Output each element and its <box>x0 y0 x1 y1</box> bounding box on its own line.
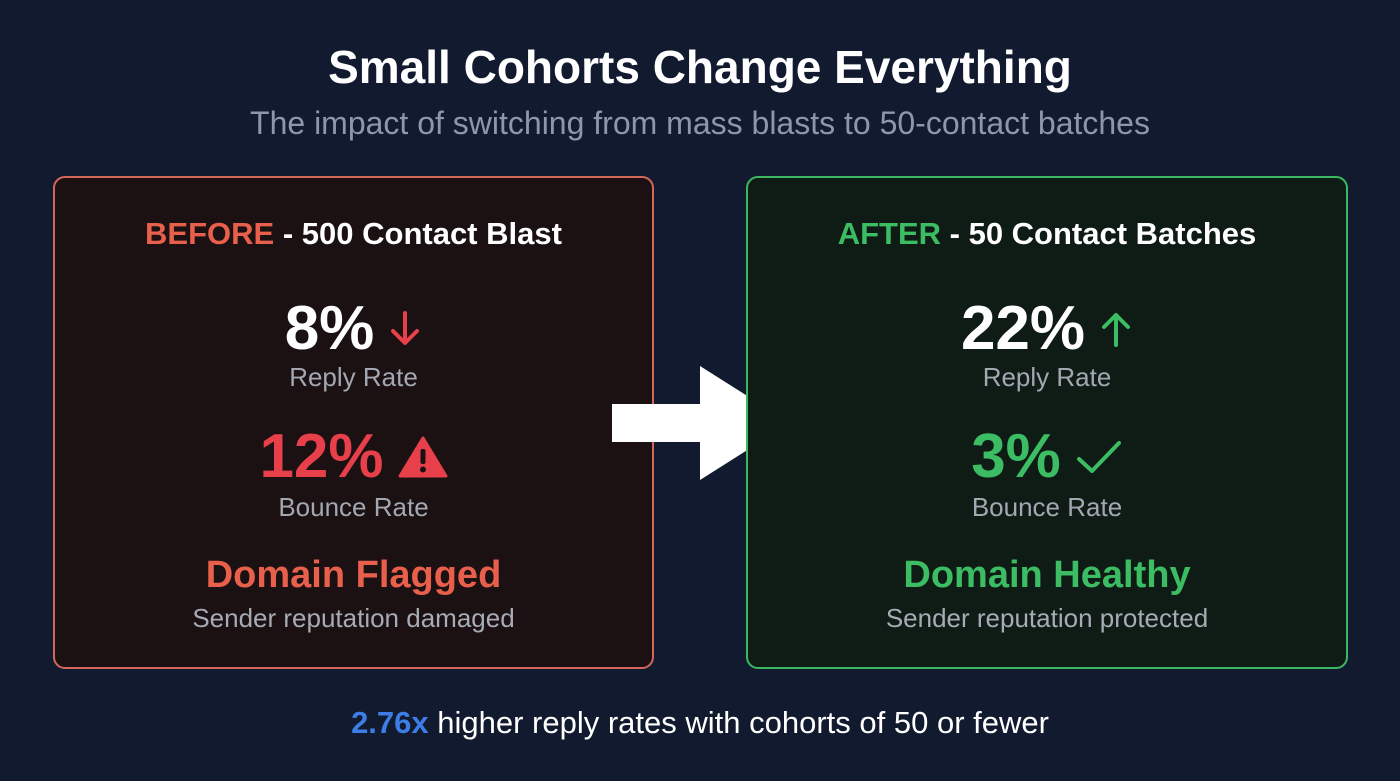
before-bounce-rate-metric: 12% <box>55 426 652 488</box>
before-reply-rate-metric: 8% <box>55 298 652 360</box>
before-bounce-rate-label: Bounce Rate <box>278 492 429 522</box>
after-status: Domain Healthy <box>903 554 1191 596</box>
warning-triangle-icon <box>398 435 448 479</box>
before-heading: BEFORE - 500 Contact Blast <box>55 216 652 252</box>
before-tag: BEFORE <box>145 216 275 251</box>
after-bounce-rate-label: Bounce Rate <box>971 492 1123 522</box>
after-reply-rate-value: 22% <box>960 294 1086 363</box>
footer-summary: 2.76x higher reply rates with cohorts of… <box>0 705 1400 741</box>
after-bounce-rate-value: 3% <box>971 422 1061 491</box>
after-tag: AFTER <box>837 216 942 251</box>
footer-text: higher reply rates with cohorts of 50 or… <box>428 705 1049 740</box>
after-bounce-rate-metric: 3% <box>748 426 1346 488</box>
before-status: Domain Flagged <box>205 554 502 596</box>
after-reply-rate-label: Reply Rate <box>982 362 1112 392</box>
before-bounce-rate-value: 12% <box>259 422 384 491</box>
before-status-sub: Sender reputation damaged <box>192 603 515 633</box>
arrow-right-icon <box>612 366 790 480</box>
arrow-up-icon <box>1099 309 1133 349</box>
page-subtitle: The impact of switching from mass blasts… <box>250 105 1150 141</box>
after-heading: AFTER - 50 Contact Batches <box>748 216 1346 252</box>
before-heading-text: - 500 Contact Blast <box>274 216 562 251</box>
page-title: Small Cohorts Change Everything <box>328 41 1072 93</box>
checkmark-icon <box>1075 437 1123 477</box>
arrow-down-icon <box>388 309 422 349</box>
after-card: AFTER - 50 Contact Batches 22% Reply Rat… <box>746 176 1348 669</box>
before-reply-rate-label: Reply Rate <box>289 362 418 392</box>
after-heading-text: - 50 Contact Batches <box>941 216 1257 251</box>
footer-highlight: 2.76x <box>351 705 429 740</box>
before-card: BEFORE - 500 Contact Blast 8% Reply Rate… <box>53 176 654 669</box>
before-reply-rate-value: 8% <box>284 294 375 363</box>
after-reply-rate-metric: 22% <box>748 298 1346 360</box>
after-status-sub: Sender reputation protected <box>885 603 1209 633</box>
